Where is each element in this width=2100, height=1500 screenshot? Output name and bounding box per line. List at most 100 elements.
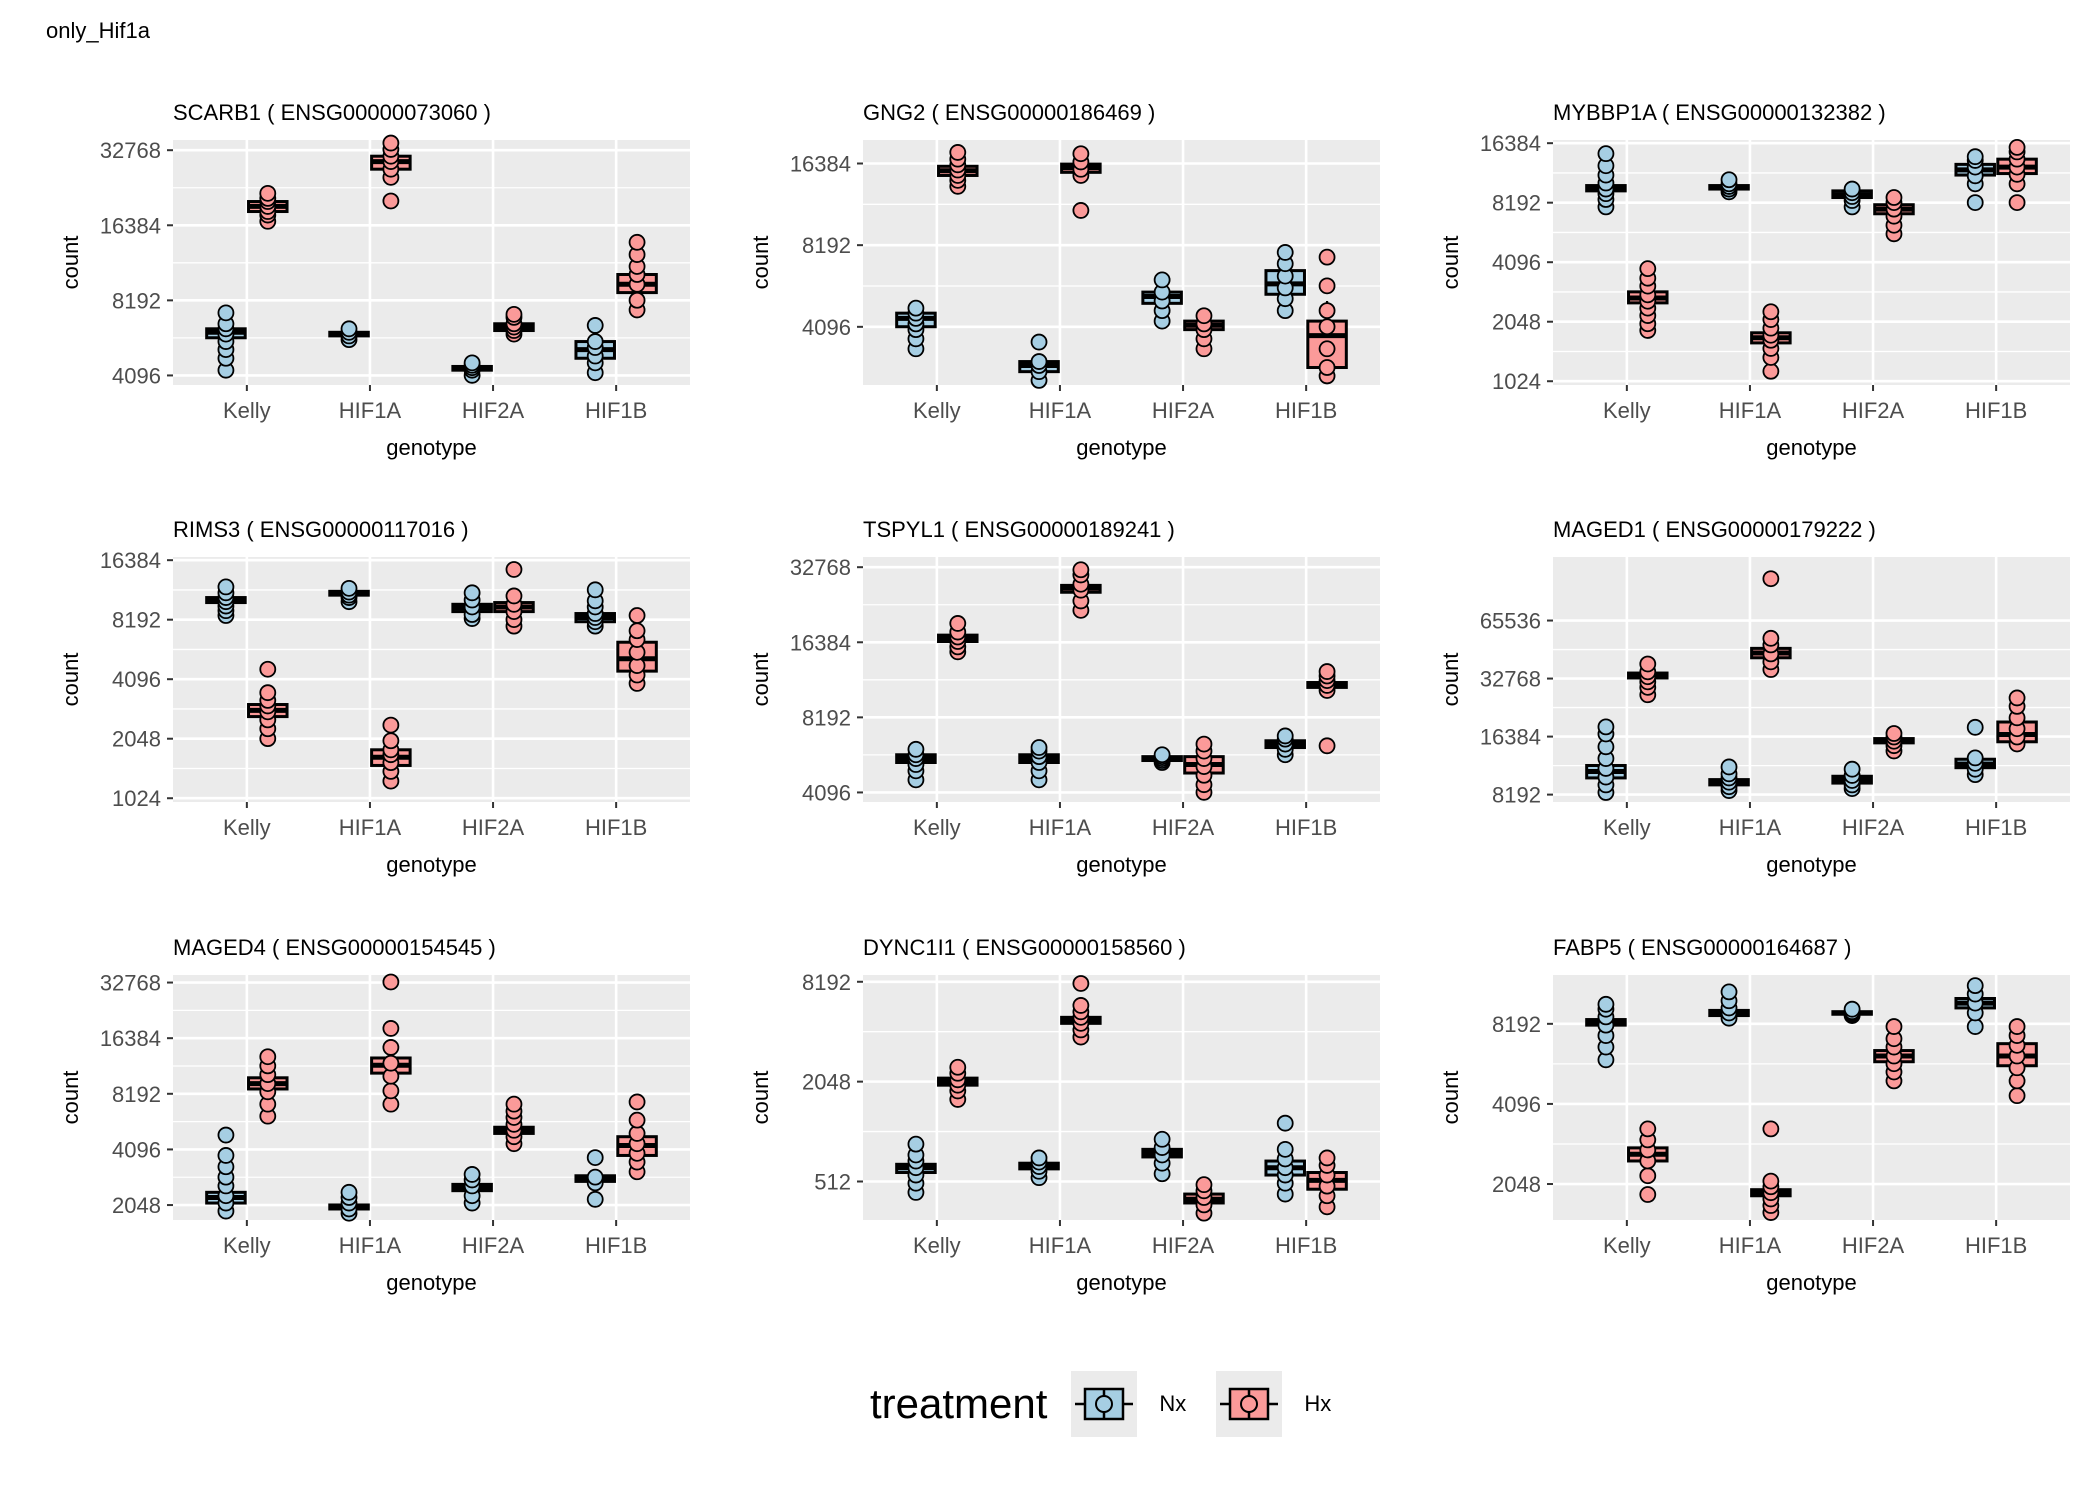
data-point	[1318, 318, 1336, 336]
data-point	[382, 1020, 400, 1037]
x-axis-title: genotype	[1766, 1270, 1857, 1295]
x-tick-label: HIF1A	[339, 398, 402, 423]
x-tick-label: HIF1B	[1275, 1233, 1337, 1258]
y-tick-label: 4096	[802, 315, 851, 340]
y-tick-label: 32768	[790, 555, 851, 580]
y-tick-label: 4096	[1492, 1092, 1541, 1117]
x-tick-label: Kelly	[913, 1233, 961, 1258]
data-point	[1597, 995, 1615, 1013]
y-tick-label: 32768	[100, 138, 161, 163]
data-point	[1762, 570, 1780, 588]
data-point	[1639, 260, 1657, 278]
data-point	[949, 144, 967, 161]
x-tick-label: HIF1A	[1029, 1233, 1092, 1258]
x-tick-label: Kelly	[223, 1233, 271, 1258]
legend-label-nx: Nx	[1159, 1391, 1187, 1416]
data-point	[628, 1111, 646, 1129]
data-point	[1153, 746, 1171, 764]
data-point	[628, 233, 646, 251]
data-point	[1153, 271, 1171, 289]
x-tick-label: HIF1A	[1719, 398, 1782, 423]
data-point	[1276, 727, 1294, 745]
panel-title: MAGED1 ( ENSG00000179222 )	[1553, 517, 1876, 542]
panel-7: 2048 4096 8192 16384 32768 Kelly HIF1A HIF2A HIF…	[58, 935, 690, 1295]
data-point	[2008, 194, 2026, 212]
data-point	[2008, 1018, 2026, 1035]
x-tick-label: HIF1B	[1965, 815, 2027, 840]
panel-6: 8192 16384 32768 65536 Kelly HIF1A HIF2A HIF1B M…	[1438, 517, 2070, 877]
x-axis-title: genotype	[1076, 435, 1167, 460]
data-point	[1843, 760, 1861, 778]
y-tick-label: 16384	[100, 213, 161, 238]
x-tick-label: HIF2A	[1152, 398, 1215, 423]
x-tick-label: HIF1B	[585, 1233, 647, 1258]
y-tick-label: 2048	[1492, 1172, 1541, 1197]
legend-key-nx	[1071, 1371, 1138, 1437]
data-point	[586, 1190, 604, 1208]
y-tick-label: 2048	[112, 727, 161, 752]
data-point	[1195, 735, 1213, 753]
data-point	[586, 1168, 604, 1186]
data-point	[1966, 194, 1984, 212]
data-point	[1318, 359, 1336, 376]
data-point	[1318, 277, 1336, 295]
panel-5: 4096 8192 16384 32768 Kelly HIF1A HIF2A HIF1B TS…	[748, 517, 1380, 877]
panel-title: MAGED4 ( ENSG00000154545 )	[173, 935, 496, 960]
x-tick-label: HIF1B	[1965, 1233, 2027, 1258]
data-point	[586, 333, 604, 350]
data-point	[1762, 629, 1780, 647]
y-tick-label: 2048	[1492, 310, 1541, 335]
data-point	[217, 304, 235, 322]
data-point	[1030, 739, 1048, 756]
data-point	[382, 1039, 400, 1056]
y-tick-label: 8192	[112, 288, 161, 313]
data-point	[1720, 983, 1738, 1001]
panel-title: FABP5 ( ENSG00000164687 )	[1553, 935, 1851, 960]
data-point	[1072, 997, 1090, 1014]
x-tick-label: Kelly	[913, 398, 961, 423]
data-point	[259, 684, 277, 702]
y-axis-title: count	[748, 653, 773, 707]
data-point	[382, 716, 400, 734]
y-tick-label: 32768	[1480, 667, 1541, 692]
x-axis-title: genotype	[386, 1270, 477, 1295]
x-tick-label: HIF1A	[339, 1233, 402, 1258]
data-point	[907, 740, 925, 758]
data-point	[463, 354, 481, 372]
x-axis-title: genotype	[1076, 852, 1167, 877]
data-point	[1072, 202, 1090, 219]
panel-title: GNG2 ( ENSG00000186469 )	[863, 100, 1155, 125]
data-point	[1072, 145, 1090, 163]
data-point	[1276, 1114, 1294, 1132]
legend-title: treatment	[870, 1380, 1048, 1427]
x-tick-label: HIF1B	[1275, 398, 1337, 423]
data-point	[505, 587, 523, 605]
data-point	[1966, 718, 1984, 736]
y-tick-label: 4096	[112, 363, 161, 388]
x-tick-label: HIF1B	[585, 815, 647, 840]
y-axis-title: count	[58, 236, 83, 290]
data-point	[1966, 977, 1984, 995]
panel-background	[1553, 975, 2070, 1220]
y-axis-title: count	[58, 653, 83, 707]
x-tick-label: HIF2A	[1152, 815, 1215, 840]
data-point	[1318, 302, 1336, 320]
data-point	[1318, 663, 1336, 680]
panel-4: 1024 2048 4096 8192 16384 Kelly HIF1A HIF2A HIF1…	[58, 517, 690, 877]
x-tick-label: Kelly	[223, 398, 271, 423]
data-point	[505, 305, 523, 323]
data-point	[628, 291, 646, 309]
panel-title: RIMS3 ( ENSG00000117016 )	[173, 517, 469, 542]
data-point	[1720, 171, 1738, 189]
legend-key-hx	[1216, 1371, 1283, 1437]
data-point	[1639, 1186, 1657, 1203]
data-point	[1762, 303, 1780, 321]
data-point	[1843, 180, 1861, 198]
panel-1: 4096 8192 16384 32768 Kelly HIF1A HIF2A HIF1B SC…	[58, 100, 690, 460]
x-tick-label: Kelly	[1603, 815, 1651, 840]
x-tick-label: HIF2A	[462, 1233, 525, 1258]
data-point	[463, 584, 481, 602]
x-tick-label: HIF2A	[1842, 398, 1905, 423]
data-point	[1639, 1120, 1657, 1138]
y-tick-label: 16384	[1480, 725, 1541, 750]
